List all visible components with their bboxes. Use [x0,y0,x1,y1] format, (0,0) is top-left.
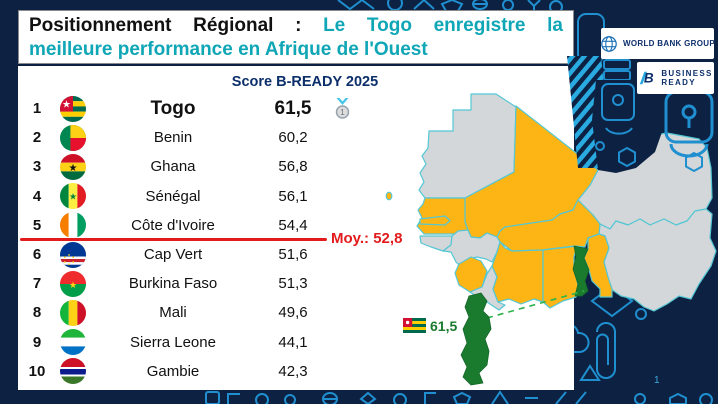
title-box: Positionnement Régional : Le Togo enregi… [18,10,574,64]
country-cell: Sénégal [145,187,201,205]
svg-text:★: ★ [69,280,77,290]
rank-cell: 1 [32,100,42,118]
country-cell: Burkina Faso [128,275,218,293]
table-row: 1 ★ Togo 61,5 1 [18,94,438,123]
rank-cell: 5 [32,216,42,234]
rank-cell: 2 [32,129,42,147]
score-cell: 61,5 [274,97,312,119]
first-place-medal-icon: 1 [334,97,364,120]
table-row: 9 Sierra Leone 44,1 [18,328,438,357]
ranking-panel: Score B-READY 2025 1 ★ Togo 61,5 1 2 Benin 60,… [18,66,574,390]
svg-text:★: ★ [69,192,77,202]
map-niger [577,132,713,230]
rank-cell: 4 [32,187,42,205]
hexagon-icon [685,151,703,173]
rank-cell: 9 [32,333,42,351]
business-ready-icon: B [638,69,656,87]
average-label: Moy.: 52,8 [331,230,403,247]
country-cell: Cap Vert [143,246,203,264]
ranking-rows: 1 ★ Togo 61,5 1 2 Benin 60,2 3 ★ Ghana 56,8 4 ★ Sénég… [18,94,438,386]
score-cell: 51,6 [278,246,308,264]
capvert-flag-icon [60,241,86,268]
country-cell: Ghana [150,158,196,176]
map-togo [572,245,590,297]
country-cell: Côte d'Ivoire [131,216,215,234]
rank-cell: 8 [32,304,42,322]
average-line [20,238,327,241]
score-cell: 56,8 [278,158,308,176]
slide-title-line1: Positionnement Régional : Le Togo enregi… [29,14,563,38]
medal-slot-empty [334,302,364,324]
score-cell: 42,3 [278,362,308,380]
ghana-flag-icon: ★ [60,153,86,180]
table-header: Score B-READY 2025 [231,74,379,90]
score-cell: 56,1 [278,187,308,205]
globe-icon [600,35,618,53]
medal-slot-empty [334,127,364,149]
senegal-flag-icon: ★ [60,183,86,210]
svg-text:B: B [644,71,654,86]
svg-text:★: ★ [69,163,78,174]
togo-flag-icon: ★ [60,95,86,122]
table-row: 8 Mali 49,6 [18,298,438,327]
cotedivoire-flag-icon [60,212,86,239]
medal-slot-empty [334,360,364,382]
table-row: 2 Benin 60,2 [18,123,438,152]
table-row: 7 ★ Burkina Faso 51,3 [18,269,438,298]
country-cell: Gambie [146,362,200,380]
burkina-flag-icon: ★ [60,270,86,297]
map-benin [583,233,613,298]
business-ready-line1: BUSINESS [661,69,713,78]
slide-title-line2: meilleure performance en Afrique de l'Ou… [29,39,428,60]
svg-text:★: ★ [62,99,71,110]
mali-flag-icon [60,299,86,326]
score-cell: 49,6 [278,304,308,322]
benin-flag-icon [60,124,86,151]
rank-cell: 7 [32,275,42,293]
table-row: 4 ★ Sénégal 56,1 [18,182,438,211]
sierraleone-flag-icon [60,329,86,356]
score-cell: 60,2 [278,129,308,147]
score-cell: 44,1 [278,333,308,351]
table-row: 6 Cap Vert 51,6 [18,240,438,269]
medal-slot-empty [334,185,364,207]
score-cell: 54,4 [278,216,308,234]
rank-cell: 10 [28,362,46,380]
lock-icon [664,90,714,144]
title-prefix: Positionnement Régional : [29,15,302,36]
map-nigeria [598,208,717,312]
page-number: 1 [654,375,660,386]
world-bank-label: WORLD BANK GROUP [623,39,715,48]
medal-slot-empty [334,331,364,353]
gambie-flag-icon [60,358,86,385]
table-row: 5 Côte d'Ivoire 54,4 [18,211,438,240]
title-highlight: Le Togo enregistre la [323,15,563,36]
svg-text:1: 1 [340,108,345,117]
country-cell: Mali [159,304,187,322]
rank-cell: 3 [32,158,42,176]
score-cell: 51,3 [278,275,308,293]
country-cell: Sierra Leone [130,333,216,351]
table-row: 3 ★ Ghana 56,8 [18,152,438,181]
country-cell: Benin [153,129,193,147]
medal-slot-empty [334,273,364,295]
rank-cell: 6 [32,246,42,264]
country-cell: Togo [150,97,196,119]
business-ready-line2: READY [661,78,696,87]
world-bank-logo: WORLD BANK GROUP [600,28,715,59]
table-row: 10 Gambie 42,3 [18,357,438,386]
medal-slot-empty [334,156,364,178]
business-ready-logo: B BUSINESS READY [637,62,714,94]
